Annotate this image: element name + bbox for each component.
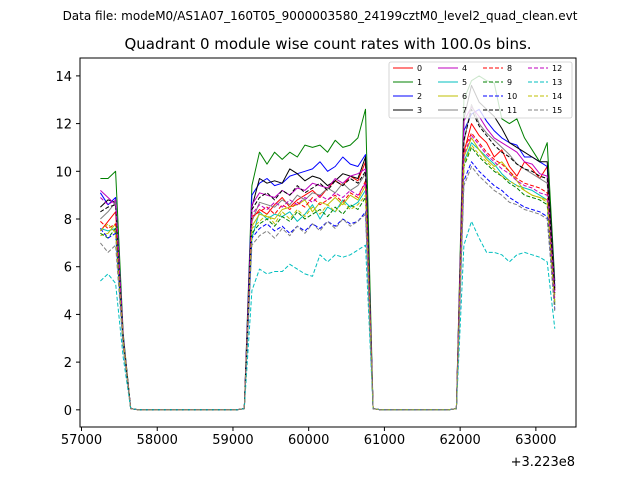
legend-label-11: 11 <box>507 106 517 115</box>
x-offset-label: +3.223e8 <box>511 455 575 470</box>
legend-label-10: 10 <box>507 92 517 101</box>
legend-label-1: 1 <box>417 78 422 87</box>
legend-label-15: 15 <box>552 106 562 115</box>
legend-label-9: 9 <box>507 78 512 87</box>
legend-label-7: 7 <box>462 106 467 115</box>
y-tick-label: 12 <box>55 118 72 133</box>
y-tick-label: 2 <box>64 356 72 371</box>
legend-label-13: 13 <box>552 78 562 87</box>
y-tick-label: 6 <box>64 261 72 276</box>
x-tick-label: 57000 <box>61 433 102 448</box>
x-tick-label: 59000 <box>212 433 253 448</box>
y-tick-label: 10 <box>55 165 72 180</box>
legend-label-5: 5 <box>462 78 467 87</box>
y-tick-label: 0 <box>64 404 72 419</box>
series-line-13 <box>100 220 556 411</box>
plot-frame <box>79 57 577 428</box>
x-tick-label: 63000 <box>515 433 556 448</box>
series-layer <box>99 75 556 411</box>
x-tick-label: 58000 <box>137 433 178 448</box>
legend-label-0: 0 <box>417 64 422 73</box>
legend-label-3: 3 <box>417 106 422 115</box>
series-line-14 <box>100 144 556 411</box>
legend-label-12: 12 <box>552 64 562 73</box>
y-tick-label: 14 <box>55 70 72 85</box>
legend-box <box>388 61 573 119</box>
y-tick-label: 4 <box>64 308 72 323</box>
series-line-12 <box>100 135 556 411</box>
x-tick-label: 60000 <box>288 433 329 448</box>
x-tick-label: 62000 <box>439 433 480 448</box>
figure-suptitle: Data file: modeM0/AS1A07_160T05_90000035… <box>63 9 578 23</box>
legend-label-2: 2 <box>417 92 422 101</box>
x-axis: 57000 58000 59000 60000 61000 62000 63000 <box>61 427 557 448</box>
x-tick-label: 61000 <box>364 433 405 448</box>
legend-label-6: 6 <box>462 92 467 101</box>
legend-label-14: 14 <box>552 92 562 101</box>
legend-label-4: 4 <box>462 64 467 73</box>
y-axis: 0 2 4 6 8 10 12 14 <box>55 70 80 419</box>
series-line-15 <box>100 166 556 411</box>
legend-label-8: 8 <box>507 64 512 73</box>
chart-title: Quadrant 0 module wise count rates with … <box>124 35 531 53</box>
y-tick-label: 8 <box>64 213 72 228</box>
